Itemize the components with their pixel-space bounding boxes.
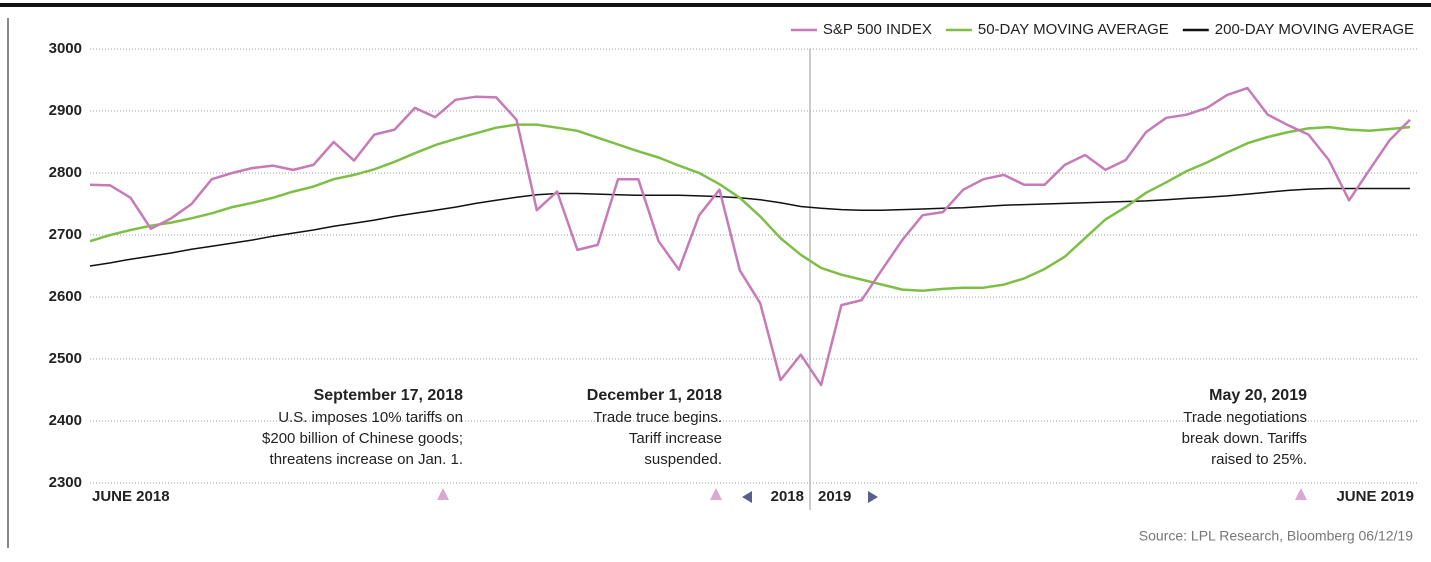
legend-label: S&P 500 INDEX	[823, 21, 932, 38]
year-label: 2018	[771, 488, 804, 505]
y-tick-label: 2300	[49, 474, 82, 491]
y-tick-label: 2900	[49, 102, 82, 119]
series-line	[89, 86, 1411, 387]
y-tick-label: 2800	[49, 164, 82, 181]
annotation-text: Trade truce begins.	[593, 409, 722, 426]
annotation-text: raised to 25%.	[1211, 451, 1307, 468]
x-tick-label: JUNE 2018	[92, 488, 170, 505]
annotation-text: break down. Tariffs	[1182, 430, 1307, 447]
event-marker	[710, 488, 722, 500]
x-tick-label: JUNE 2019	[1336, 488, 1414, 505]
y-tick-label: 2700	[49, 226, 82, 243]
event-marker	[437, 488, 449, 500]
event-marker	[1295, 488, 1307, 500]
legend-label: 50-DAY MOVING AVERAGE	[978, 21, 1169, 38]
y-tick-label: 3000	[49, 40, 82, 57]
y-tick-label: 2500	[49, 350, 82, 367]
legend-label: 200-DAY MOVING AVERAGE	[1215, 21, 1414, 38]
arrow-right	[868, 491, 878, 503]
annotation-text: U.S. imposes 10% tariffs on	[278, 409, 463, 426]
annotation-text: $200 billion of Chinese goods;	[262, 430, 463, 447]
annotation-text: suspended.	[644, 451, 722, 468]
annotation-title: December 1, 2018	[587, 387, 722, 404]
arrow-left	[742, 491, 752, 503]
y-tick-label: 2600	[49, 288, 82, 305]
annotation-text: Tariff increase	[629, 430, 722, 447]
annotation-title: May 20, 2019	[1209, 387, 1307, 404]
annotation-text: threatens increase on Jan. 1.	[270, 451, 463, 468]
source: Source: LPL Research, Bloomberg 06/12/19	[1139, 528, 1413, 544]
annotation-text: Trade negotiations	[1183, 409, 1307, 426]
y-tick-label: 2400	[49, 412, 82, 429]
annotation-title: September 17, 2018	[314, 387, 464, 404]
series-line	[89, 123, 1411, 293]
year-label: 2019	[818, 488, 851, 505]
top-rule	[0, 3, 1431, 7]
series-line	[89, 187, 1410, 267]
